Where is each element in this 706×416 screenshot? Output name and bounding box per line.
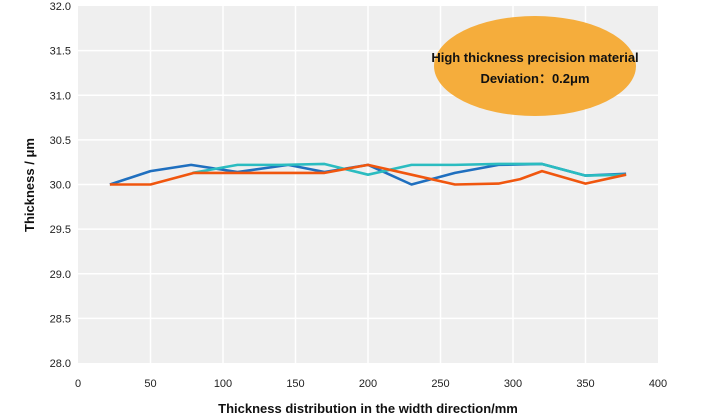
x-tick-label: 300 (504, 378, 522, 390)
x-tick-label: 400 (649, 378, 667, 390)
y-tick-label: 31.5 (50, 46, 71, 58)
x-tick-label: 0 (75, 378, 81, 390)
annotation-bubble (434, 16, 636, 116)
y-tick-label: 29.0 (50, 269, 71, 281)
x-tick-label: 50 (144, 378, 156, 390)
y-tick-label: 28.5 (50, 313, 71, 325)
x-axis-label: Thickness distribution in the width dire… (218, 401, 518, 416)
y-tick-label: 29.5 (50, 224, 71, 236)
y-tick-label: 30.0 (50, 180, 71, 192)
x-tick-label: 350 (576, 378, 594, 390)
y-axis-label: Thickness / μm (22, 138, 37, 232)
y-tick-label: 30.5 (50, 135, 71, 147)
x-tick-label: 100 (214, 378, 232, 390)
x-tick-label: 200 (359, 378, 377, 390)
series-line-2 (192, 162, 627, 177)
y-tick-label: 28.0 (50, 358, 71, 370)
y-tick-label: 32.0 (50, 1, 71, 13)
annotation-line1: High thickness precision material (431, 50, 638, 65)
annotation-line2: Deviation：0.2μm (480, 71, 589, 86)
x-tick-label: 250 (431, 378, 449, 390)
series-line-3 (109, 163, 627, 186)
x-tick-label: 150 (286, 378, 304, 390)
y-tick-label: 31.0 (50, 90, 71, 102)
